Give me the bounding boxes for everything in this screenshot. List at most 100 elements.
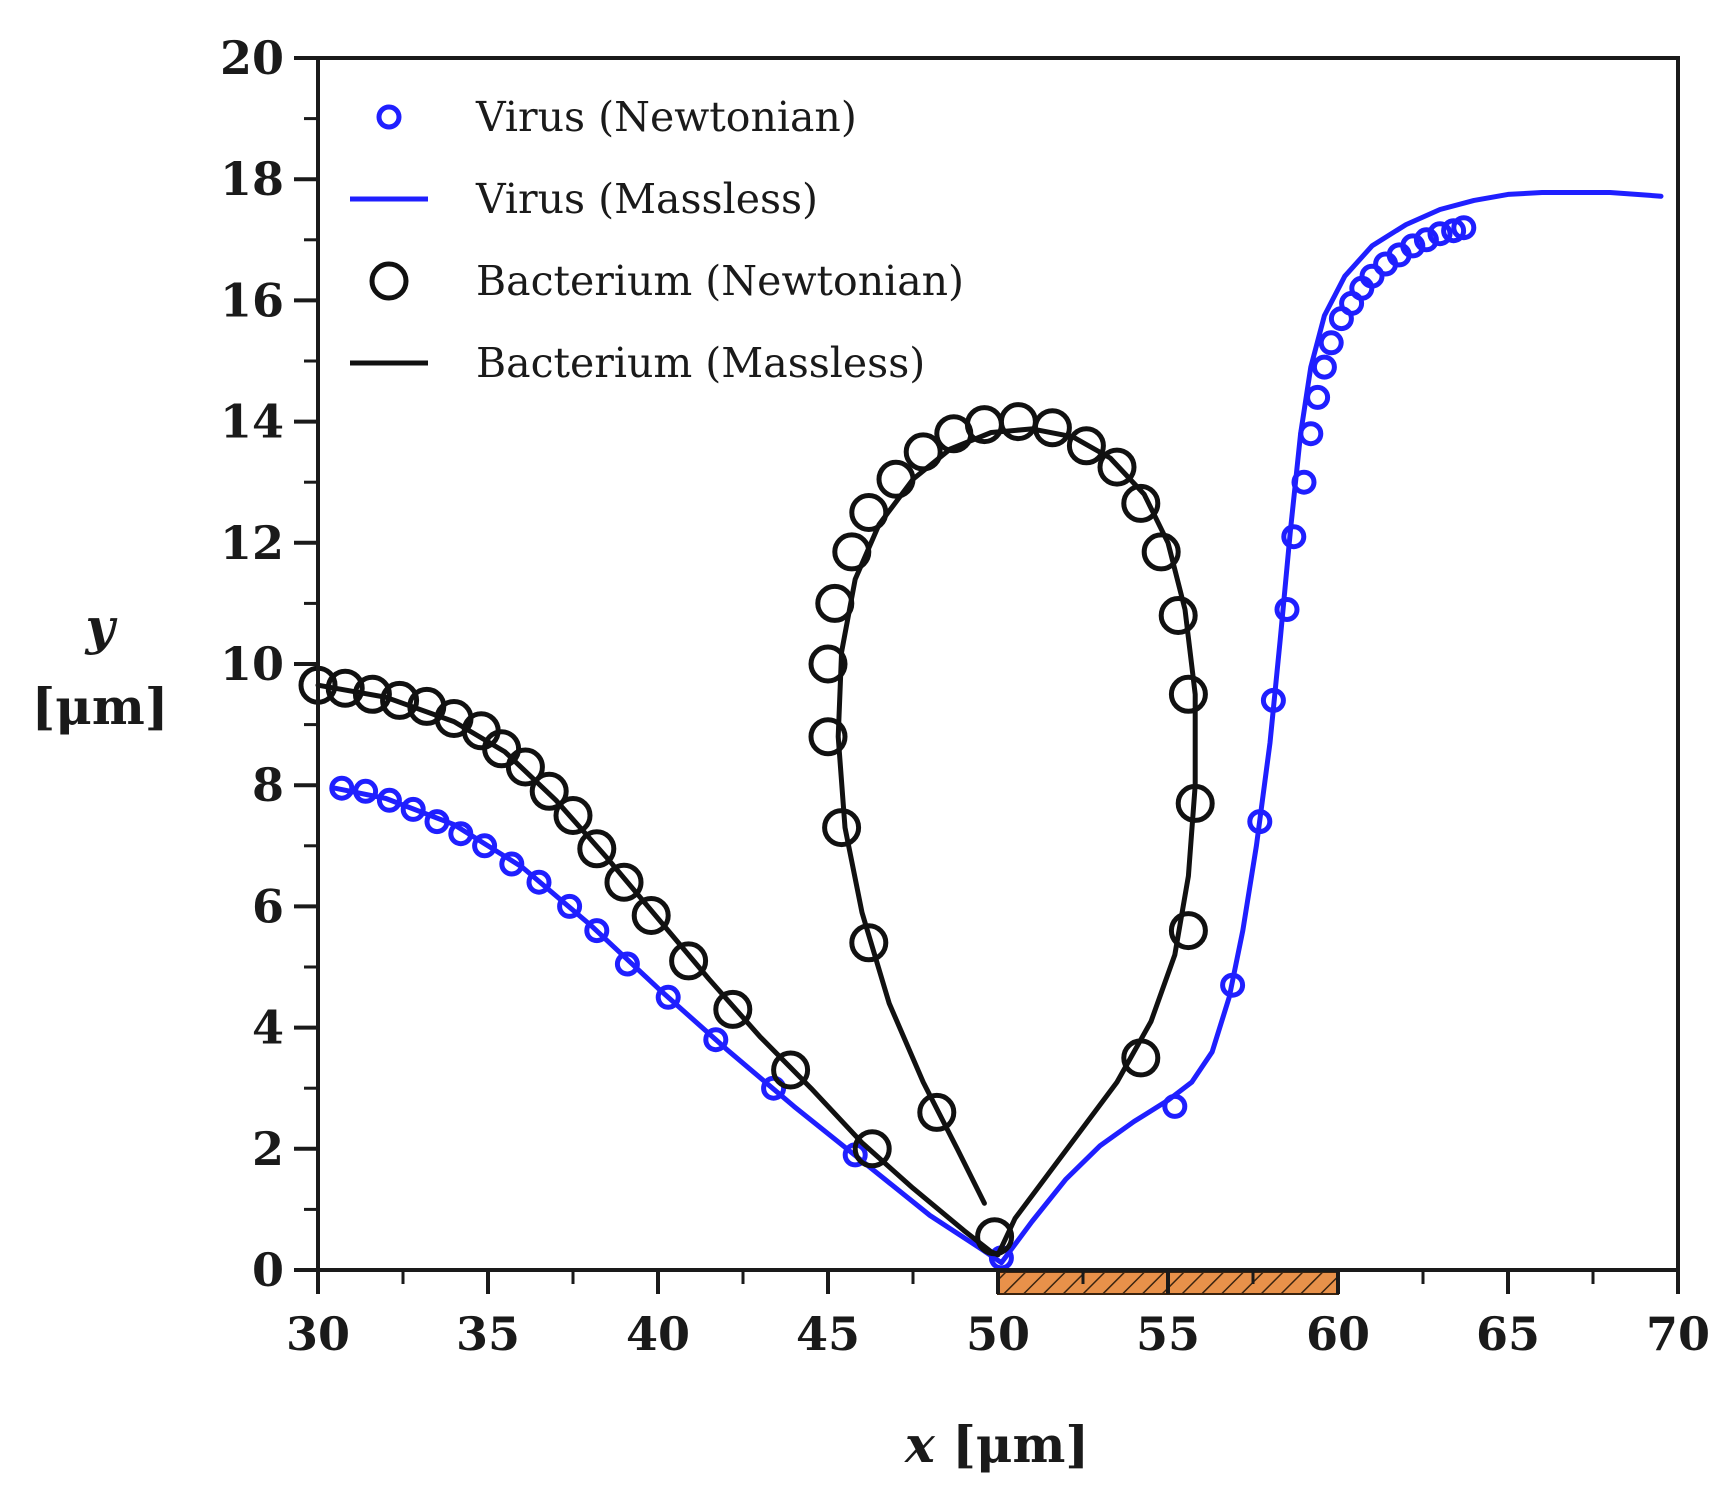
small-circle-marker [557, 893, 583, 919]
small-circle-marker [526, 869, 552, 895]
legend-label: Bacterium (Massless) [476, 339, 925, 387]
large-circle-marker [529, 771, 569, 811]
large-circle-marker [815, 583, 855, 623]
series-line [315, 426, 1198, 1258]
x-axis-unit: [μm] [935, 1415, 1089, 1474]
small-circle-marker [1400, 233, 1426, 259]
small-circle-marker [1359, 263, 1385, 289]
large-circle-marker [380, 680, 420, 720]
plot-frame [316, 56, 1680, 1272]
x-tick-label: 30 [286, 1307, 350, 1361]
legend-entry-bacterium-massless: Bacterium (Massless) [350, 339, 925, 387]
legend-entry-bacterium-newtonian: Bacterium (Newtonian) [369, 257, 964, 305]
large-circle-marker [1158, 596, 1198, 635]
large-circle-marker [1121, 1038, 1161, 1078]
large-circle-marker [849, 923, 889, 963]
large-circle-marker [1175, 783, 1215, 823]
large-circle-marker [325, 668, 365, 708]
large-circle-marker [903, 432, 943, 472]
y-axis-variable: y [84, 597, 117, 656]
large-circle-marker [553, 796, 593, 835]
legend-label: Virus (Massless) [475, 175, 818, 223]
small-circle-marker [1305, 384, 1331, 410]
large-circle-marker [1141, 532, 1181, 572]
small-circle-marker [655, 984, 681, 1010]
small-circle-marker [1427, 221, 1453, 247]
large-circle-marker [713, 989, 753, 1029]
x-tick-label: 55 [1136, 1307, 1200, 1361]
small-circle-marker [584, 918, 610, 944]
legend-entry-virus-newtonian: Virus (Newtonian) [376, 93, 857, 141]
large-circle-marker [771, 1050, 811, 1090]
small-circle-marker [472, 833, 498, 859]
x-tick-label: 70 [1646, 1307, 1710, 1361]
large-circle-marker [1168, 674, 1208, 714]
large-circle-marker [917, 1092, 957, 1132]
x-tick-label: 40 [626, 1307, 690, 1361]
legend-label: Virus (Newtonian) [475, 93, 857, 141]
x-axis-variable: x [904, 1415, 936, 1474]
large-circle-marker [975, 1217, 1015, 1257]
large-circle-marker [604, 862, 644, 902]
large-circle-marker [505, 747, 545, 787]
legend-label: Bacterium (Newtonian) [476, 257, 964, 305]
y-tick-label: 18 [220, 152, 284, 206]
large-circle-marker [631, 896, 671, 935]
y-tick-label: 4 [252, 1001, 284, 1055]
x-tick-label: 45 [796, 1307, 860, 1361]
y-axis-ticks: 0 2 4 6 8 10 12 14 16 18 20 [220, 31, 318, 1297]
small-circle-marker [329, 775, 355, 801]
legend-entry-virus-massless: Virus (Massless) [350, 175, 818, 223]
y-tick-label: 0 [252, 1243, 284, 1297]
large-circle-marker [1097, 447, 1137, 487]
x-tick-label: 65 [1476, 1307, 1540, 1361]
x-tick-label: 60 [1306, 1307, 1370, 1361]
small-circle-marker [1413, 227, 1439, 253]
small-circle-marker [703, 1027, 729, 1053]
x-axis-ticks: 30 35 40 45 50 55 60 65 70 [286, 1270, 1710, 1361]
series-virus-massless [332, 190, 1664, 1266]
legend-marker-large-black-circle [369, 261, 409, 301]
series-line [332, 190, 1664, 1266]
small-circle-marker [400, 796, 426, 822]
y-tick-label: 10 [220, 637, 284, 691]
large-circle-marker [1121, 483, 1161, 523]
small-circle-marker [1311, 354, 1337, 380]
large-circle-marker [822, 808, 862, 848]
series-bacterium-newtonian [298, 402, 1215, 1257]
small-circle-marker [1274, 597, 1300, 622]
y-tick-label: 2 [252, 1122, 284, 1176]
large-circle-marker [1032, 408, 1072, 448]
large-circle-marker [998, 402, 1038, 442]
large-circle-marker [808, 717, 848, 757]
x-tick-label: 50 [966, 1307, 1030, 1361]
legend-marker-small-blue-circle [376, 104, 402, 130]
small-circle-marker [614, 951, 640, 977]
large-circle-marker [808, 644, 848, 684]
large-circle-marker [577, 829, 617, 869]
legend: Virus (Newtonian) Virus (Massless) Bacte… [350, 93, 964, 387]
large-circle-marker [876, 459, 916, 499]
small-circle-marker [1281, 524, 1307, 550]
y-tick-label: 12 [220, 516, 284, 570]
large-circle-marker [352, 674, 392, 714]
x-tick-label: 35 [456, 1307, 520, 1361]
y-tick-label: 20 [220, 31, 284, 85]
y-tick-label: 8 [252, 758, 284, 812]
series-layer [298, 190, 1664, 1271]
large-circle-marker [849, 493, 889, 532]
large-circle-marker [832, 532, 872, 572]
large-circle-marker [669, 941, 709, 981]
small-circle-marker [1451, 215, 1477, 241]
y-axis-unit: [μm] [32, 677, 169, 736]
y-tick-label: 6 [252, 879, 284, 933]
small-circle-marker [1318, 330, 1344, 356]
y-tick-label: 16 [220, 273, 284, 327]
large-circle-marker [852, 1129, 892, 1169]
large-circle-marker [1066, 426, 1106, 466]
series-bacterium-massless [315, 426, 1198, 1258]
x-axis-title: x [μm] [904, 1415, 1089, 1474]
small-circle-marker [376, 787, 402, 813]
large-circle-marker [1168, 911, 1208, 951]
